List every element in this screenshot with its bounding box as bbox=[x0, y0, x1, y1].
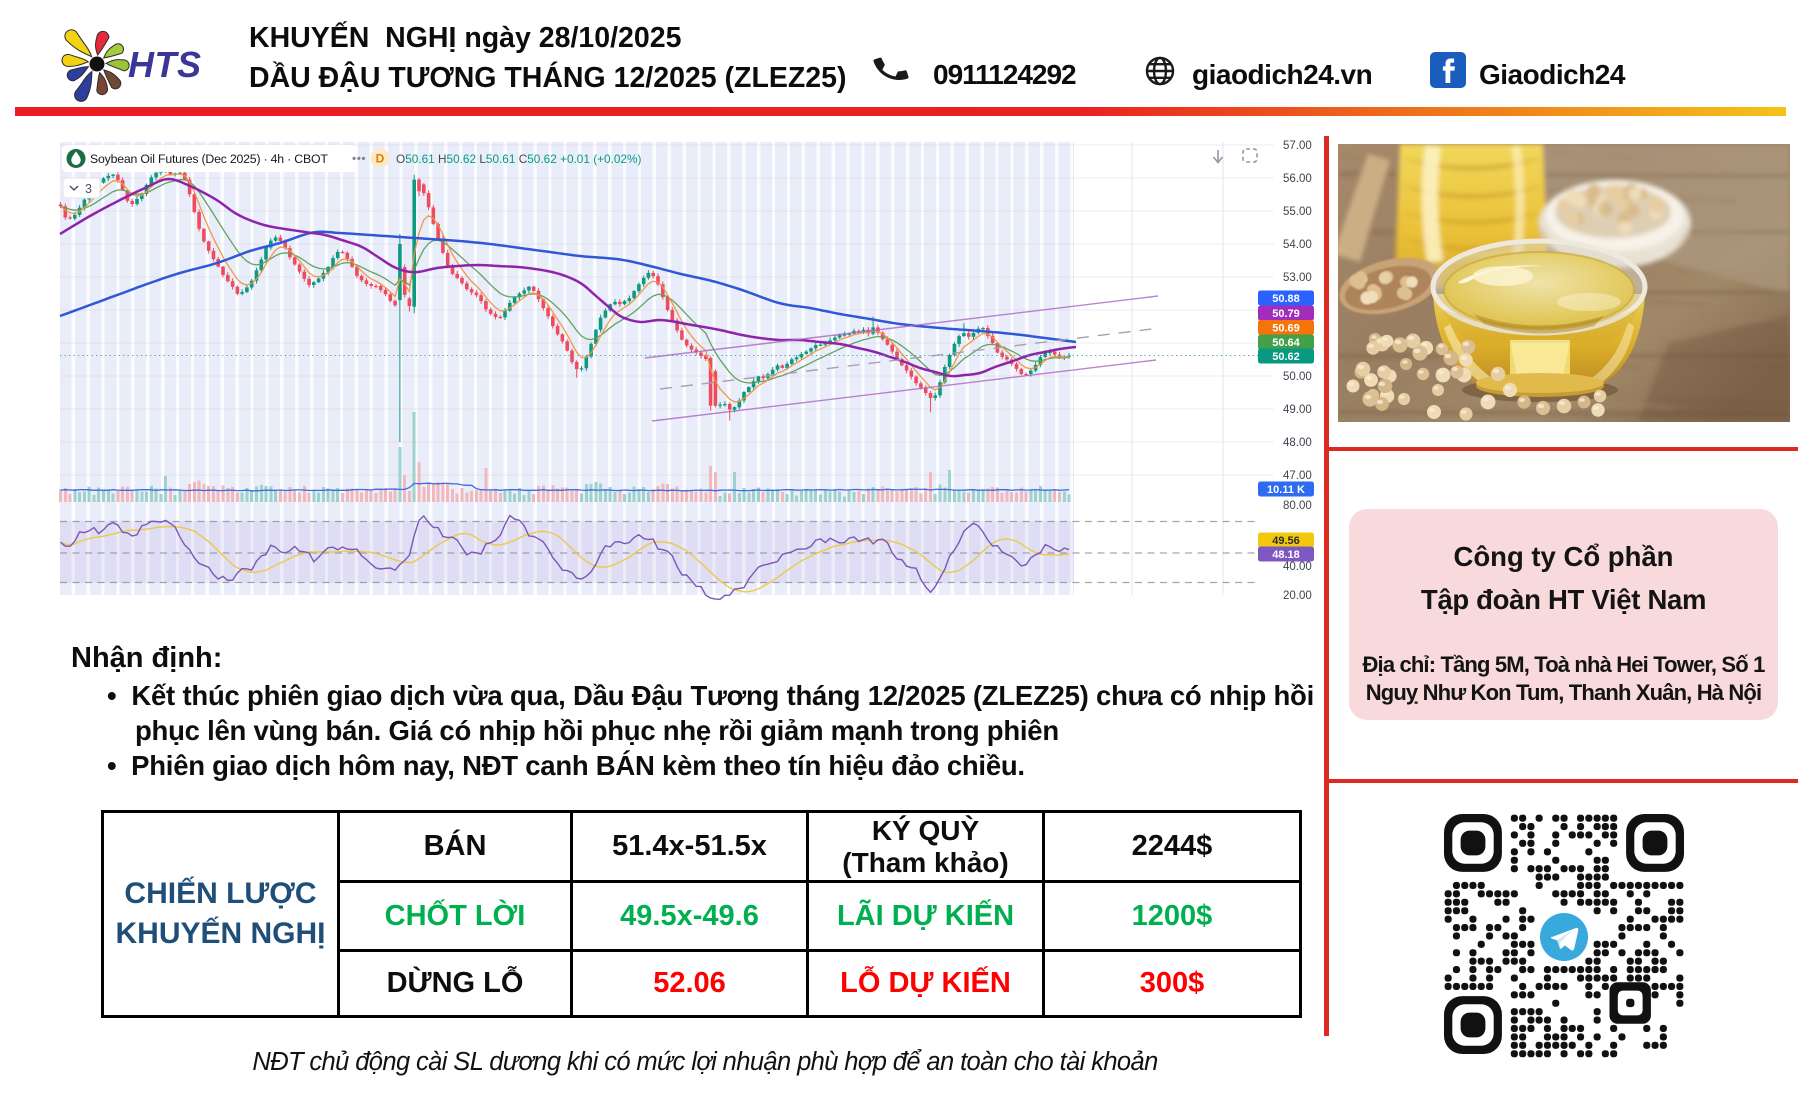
svg-text:3: 3 bbox=[85, 182, 92, 196]
svg-text:10.11 K: 10.11 K bbox=[1267, 484, 1305, 496]
svg-text:48.18: 48.18 bbox=[1272, 549, 1300, 561]
svg-text:50.88: 50.88 bbox=[1272, 293, 1300, 305]
svg-text:50.62: 50.62 bbox=[1272, 351, 1300, 363]
svg-text:50.00: 50.00 bbox=[1283, 371, 1312, 383]
svg-text:•••: ••• bbox=[352, 152, 366, 166]
svg-text:D: D bbox=[376, 152, 385, 166]
svg-text:54.00: 54.00 bbox=[1283, 239, 1312, 251]
svg-text:40.00: 40.00 bbox=[1283, 561, 1312, 573]
svg-text:50.69: 50.69 bbox=[1272, 323, 1300, 335]
svg-text:47.00: 47.00 bbox=[1283, 470, 1312, 482]
svg-text:80.00: 80.00 bbox=[1283, 500, 1312, 512]
svg-text:20.00: 20.00 bbox=[1283, 590, 1312, 602]
svg-text:Soybean Oil Futures (Dec 2025): Soybean Oil Futures (Dec 2025) · 4h · CB… bbox=[90, 152, 328, 166]
svg-text:56.00: 56.00 bbox=[1283, 173, 1312, 185]
svg-text:49.56: 49.56 bbox=[1272, 535, 1300, 547]
svg-text:55.00: 55.00 bbox=[1283, 206, 1312, 218]
svg-text:49.00: 49.00 bbox=[1283, 404, 1312, 416]
svg-text:O50.61 H50.62 L50.61 C50.62 +0: O50.61 H50.62 L50.61 C50.62 +0.01 (+0.02… bbox=[396, 152, 641, 166]
svg-text:50.64: 50.64 bbox=[1272, 337, 1300, 349]
svg-text:57.00: 57.00 bbox=[1283, 140, 1312, 152]
svg-text:53.00: 53.00 bbox=[1283, 272, 1312, 284]
svg-text:48.00: 48.00 bbox=[1283, 437, 1312, 449]
svg-text:50.79: 50.79 bbox=[1272, 308, 1300, 320]
